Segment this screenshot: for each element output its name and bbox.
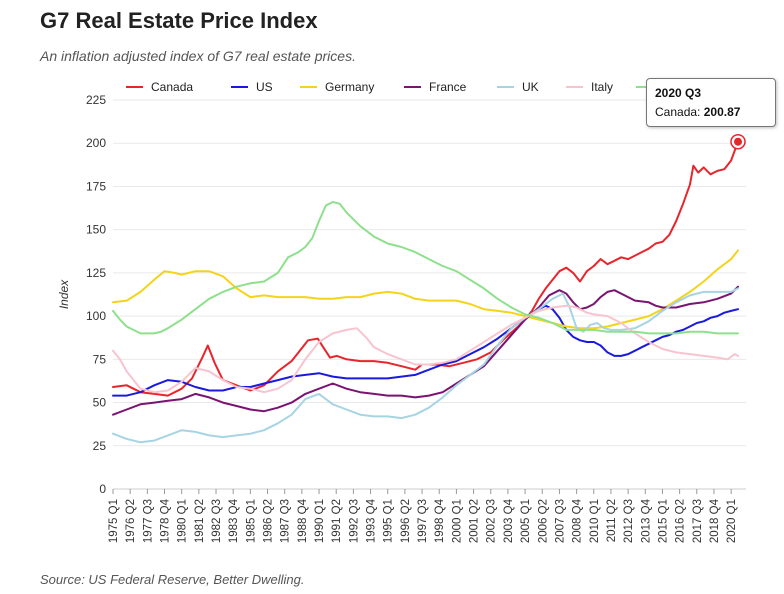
x-tick-label: 1998 Q4 bbox=[434, 498, 446, 543]
y-tick-label: 75 bbox=[93, 352, 107, 366]
legend-label-italy: Italy bbox=[591, 80, 613, 94]
x-tick-label: 2012 Q3 bbox=[623, 499, 635, 543]
y-tick-label: 100 bbox=[86, 309, 106, 323]
x-tick-label: 2003 Q4 bbox=[503, 498, 515, 543]
y-tick-label: 50 bbox=[93, 396, 107, 410]
legend-label-us: US bbox=[256, 80, 273, 94]
y-tick-label: 125 bbox=[86, 266, 106, 280]
x-tick-label: 2005 Q1 bbox=[520, 499, 532, 543]
chart-title: G7 Real Estate Price Index bbox=[40, 8, 318, 33]
x-tick-label: 2011 Q2 bbox=[606, 499, 618, 542]
x-tick-label: 2010 Q1 bbox=[589, 499, 601, 543]
y-tick-label: 25 bbox=[93, 439, 107, 453]
x-tick-label: 1982 Q3 bbox=[211, 499, 223, 543]
series-line-japan bbox=[112, 201, 739, 335]
x-tick-label: 1975 Q1 bbox=[108, 499, 120, 543]
x-tick-label: 2006 Q2 bbox=[537, 499, 549, 543]
legend-label-france: France bbox=[429, 80, 467, 94]
y-axis-title: Index bbox=[57, 279, 71, 309]
series-line-us bbox=[112, 304, 739, 397]
data-tooltip: 2020 Q3 Canada: 200.87 bbox=[646, 78, 776, 127]
tooltip-period: 2020 Q3 bbox=[655, 86, 702, 100]
highlight-point bbox=[734, 137, 742, 146]
x-tick-label: 2016 Q2 bbox=[675, 499, 687, 543]
tooltip-row: Canada: 200.87 bbox=[655, 105, 740, 119]
y-tick-label: 200 bbox=[86, 136, 106, 150]
x-tick-label: 1988 Q4 bbox=[297, 498, 309, 543]
x-tick-label: 1983 Q4 bbox=[228, 498, 240, 543]
x-tick-label: 2017 Q3 bbox=[692, 499, 704, 543]
x-tick-label: 2001 Q2 bbox=[469, 499, 481, 543]
x-tick-label: 2013 Q4 bbox=[640, 498, 652, 543]
legend-label-canada: Canada bbox=[151, 80, 193, 94]
x-tick-label: 2020 Q1 bbox=[726, 499, 738, 543]
y-tick-label: 225 bbox=[86, 93, 106, 107]
x-tick-label: 1976 Q2 bbox=[125, 499, 137, 543]
x-tick-label: 1996 Q2 bbox=[400, 499, 412, 543]
x-tick-label: 1990 Q1 bbox=[314, 499, 326, 543]
x-tick-label: 1997 Q3 bbox=[417, 499, 429, 543]
x-tick-label: 1981 Q2 bbox=[194, 499, 206, 543]
x-tick-label: 2015 Q1 bbox=[657, 499, 669, 543]
x-tick-label: 1978 Q4 bbox=[160, 498, 172, 543]
series-line-france bbox=[112, 285, 739, 416]
legend-label-germany: Germany bbox=[325, 80, 374, 94]
x-tick-label: 1992 Q3 bbox=[348, 499, 360, 543]
series-line-germany bbox=[112, 249, 739, 330]
y-tick-label: 150 bbox=[86, 223, 106, 237]
tooltip-series-label: Canada: bbox=[655, 105, 701, 119]
tooltip-value: 200.87 bbox=[703, 105, 741, 119]
x-tick-label: 1980 Q1 bbox=[177, 499, 189, 543]
x-tick-label: 1991 Q2 bbox=[331, 499, 343, 543]
x-tick-label: 1987 Q3 bbox=[280, 499, 292, 543]
x-tick-label: 2008 Q4 bbox=[572, 498, 584, 543]
x-tick-label: 2007 Q3 bbox=[554, 499, 566, 543]
series-line-canada bbox=[112, 140, 739, 397]
x-tick-label: 1986 Q2 bbox=[263, 499, 275, 543]
chart-source: Source: US Federal Reserve, Better Dwell… bbox=[40, 572, 305, 587]
x-tick-label: 1993 Q4 bbox=[366, 498, 378, 543]
x-tick-label: 2002 Q3 bbox=[486, 499, 498, 543]
legend-label-uk: UK bbox=[522, 80, 539, 94]
y-tick-label: 175 bbox=[86, 179, 106, 193]
y-tick-label: 0 bbox=[99, 482, 106, 496]
x-tick-label: 1977 Q3 bbox=[142, 499, 154, 543]
chart-subtitle: An inflation adjusted index of G7 real e… bbox=[40, 48, 356, 64]
x-tick-label: 2000 Q1 bbox=[451, 499, 463, 543]
x-tick-label: 1995 Q1 bbox=[383, 499, 395, 543]
x-tick-label: 1985 Q1 bbox=[245, 499, 257, 543]
series-line-italy bbox=[112, 304, 739, 394]
x-tick-label: 2018 Q4 bbox=[709, 498, 721, 543]
